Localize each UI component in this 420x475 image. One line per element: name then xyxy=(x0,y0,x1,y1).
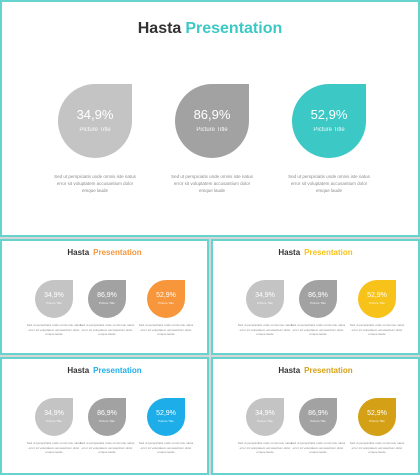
stat-drop-2: 86,9% Picture Title xyxy=(175,84,249,158)
stat-label: Picture Title xyxy=(313,126,345,133)
stat-label: Picture Title xyxy=(158,419,174,424)
stat-value: 86,9% xyxy=(97,410,117,418)
stat-label: Picture Title xyxy=(99,419,115,424)
slide-thumbnail-blue[interactable]: Hasta Presentation 34,9% Picture Title Sed u… xyxy=(0,357,209,475)
stat-label: Picture Title xyxy=(369,301,385,306)
stat-value: 86,9% xyxy=(97,292,117,300)
stat-value: 52,9% xyxy=(310,107,348,123)
stat-label: Picture Title xyxy=(99,301,115,306)
slide-main[interactable]: Hasta Presentation 34,9% Picture Title 86… xyxy=(0,0,420,237)
stat-value: 34,9% xyxy=(44,410,64,418)
stat-value: 34,9% xyxy=(255,292,275,300)
slide-title: Hasta Presentation xyxy=(2,20,418,38)
stat-drop-1: 34,9% Picture Title xyxy=(246,280,284,318)
title-word-1: Hasta xyxy=(67,366,90,375)
stat-description-2: Sed ut perspiciatis unde omnis iste natu… xyxy=(79,323,135,336)
stat-description-1: Sed ut perspiciatis unde omnis iste natu… xyxy=(54,174,136,193)
stat-value: 34,9% xyxy=(44,292,64,300)
slide-thumbnail-yellow[interactable]: Hasta Presentation 34,9% Picture Title Sed u… xyxy=(211,239,420,355)
stat-value: 52,9% xyxy=(156,292,176,300)
stat-label: Picture Title xyxy=(257,419,273,424)
stat-drop-1: 34,9% Picture Title xyxy=(58,84,132,158)
stat-drop-2: 86,9% Picture Title xyxy=(88,398,126,436)
slide-title: Hasta Presentation xyxy=(213,248,418,257)
stat-label: Picture Title xyxy=(46,301,62,306)
title-word-2: Presentation xyxy=(304,248,353,257)
title-word-2: Presentation xyxy=(185,20,283,37)
stat-drop-2: 86,9% Picture Title xyxy=(88,280,126,318)
stat-value: 34,9% xyxy=(76,107,114,123)
stat-description-1: Sed ut perspiciatis unde omnis iste natu… xyxy=(26,441,82,454)
stat-value: 86,9% xyxy=(308,410,328,418)
stat-drop-2: 86,9% Picture Title xyxy=(299,280,337,318)
title-word-1: Hasta xyxy=(278,248,301,257)
stat-value: 86,9% xyxy=(308,292,328,300)
stat-description-2: Sed ut perspiciatis unde omnis iste natu… xyxy=(79,441,135,454)
title-word-1: Hasta xyxy=(67,248,90,257)
title-word-1: Hasta xyxy=(137,20,182,37)
slide-title: Hasta Presentation xyxy=(2,248,207,257)
stat-drop-3: 52,9% Picture Title xyxy=(147,280,185,318)
slide-title: Hasta Presentation xyxy=(213,366,418,375)
stat-drop-3: 52,9% Picture Title xyxy=(358,398,396,436)
stat-description-3: Sed ut perspiciatis unde omnis iste natu… xyxy=(349,441,405,454)
stat-drop-1: 34,9% Picture Title xyxy=(35,280,73,318)
stat-label: Picture Title xyxy=(310,301,326,306)
stat-label: Picture Title xyxy=(158,301,174,306)
stat-description-1: Sed ut perspiciatis unde omnis iste natu… xyxy=(237,323,293,336)
title-word-2: Presentation xyxy=(304,366,353,375)
stat-description-3: Sed ut perspiciatis unde omnis iste natu… xyxy=(138,323,194,336)
stat-label: Picture Title xyxy=(79,126,111,133)
stat-value: 52,9% xyxy=(156,410,176,418)
stat-label: Picture Title xyxy=(369,419,385,424)
stat-description-2: Sed ut perspiciatis unde omnis iste natu… xyxy=(290,441,346,454)
stat-drop-3: 52,9% Picture Title xyxy=(358,280,396,318)
stat-label: Picture Title xyxy=(257,301,273,306)
title-word-1: Hasta xyxy=(278,366,301,375)
stat-description-3: Sed ut perspiciatis unde omnis iste natu… xyxy=(349,323,405,336)
stat-value: 34,9% xyxy=(255,410,275,418)
stat-description-2: Sed ut perspiciatis unde omnis iste natu… xyxy=(290,323,346,336)
stat-drop-3: 52,9% Picture Title xyxy=(147,398,185,436)
stat-description-3: Sed ut perspiciatis unde omnis iste natu… xyxy=(288,174,370,193)
stat-description-3: Sed ut perspiciatis unde omnis iste natu… xyxy=(138,441,194,454)
stat-value: 52,9% xyxy=(367,292,387,300)
stat-description-1: Sed ut perspiciatis unde omnis iste natu… xyxy=(26,323,82,336)
stat-description-1: Sed ut perspiciatis unde omnis iste natu… xyxy=(237,441,293,454)
stat-description-2: Sed ut perspiciatis unde omnis iste natu… xyxy=(171,174,253,193)
stat-value: 52,9% xyxy=(367,410,387,418)
stat-label: Picture Title xyxy=(46,419,62,424)
slide-thumbnail-gold[interactable]: Hasta Presentation 34,9% Picture Title Sed u… xyxy=(211,357,420,475)
stat-label: Picture Title xyxy=(310,419,326,424)
slide-thumbnail-orange[interactable]: Hasta Presentation 34,9% Picture Title Sed u… xyxy=(0,239,209,355)
stat-value: 86,9% xyxy=(193,107,231,123)
stat-drop-1: 34,9% Picture Title xyxy=(246,398,284,436)
title-word-2: Presentation xyxy=(93,366,142,375)
stat-drop-3: 52,9% Picture Title xyxy=(292,84,366,158)
stat-label: Picture Title xyxy=(196,126,228,133)
slide-title: Hasta Presentation xyxy=(2,366,207,375)
title-word-2: Presentation xyxy=(93,248,142,257)
stat-drop-2: 86,9% Picture Title xyxy=(299,398,337,436)
stat-drop-1: 34,9% Picture Title xyxy=(35,398,73,436)
